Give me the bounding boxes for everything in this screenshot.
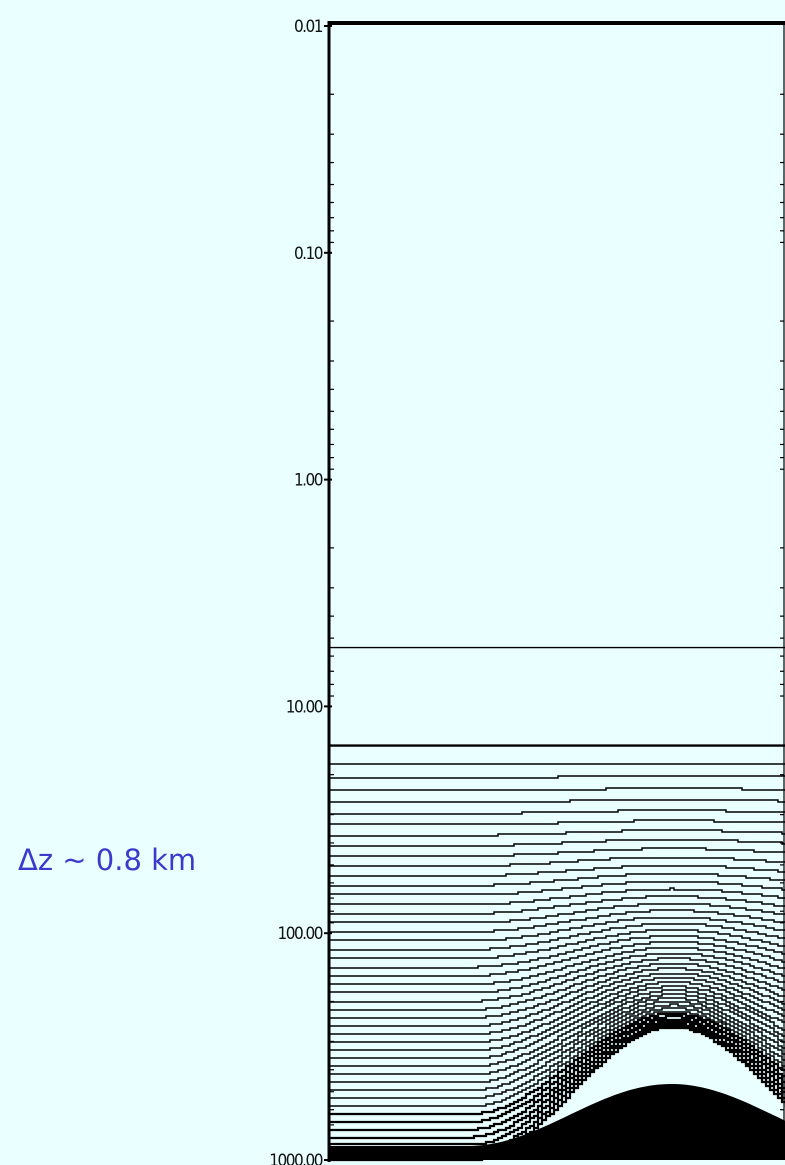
terrain-level-line-29	[330, 977, 785, 1035]
terrain-level-line-4	[330, 799, 785, 803]
terrain-level-line-25	[330, 957, 785, 1003]
terrain-level-line-21	[330, 935, 785, 969]
terrain-level-line-31	[330, 985, 785, 1051]
terrain-level-line-36	[330, 1003, 785, 1091]
terrain-level-line-22	[330, 941, 785, 977]
level-spacing-annotation: Δz ~ 0.8 km	[18, 843, 197, 877]
terrain-level-line-27	[330, 967, 785, 1019]
y-axis	[327, 21, 785, 1162]
terrain-level-line-33	[330, 993, 785, 1067]
surface-level-fill	[330, 1084, 785, 1160]
terrain-level-line-2	[330, 775, 785, 779]
plot-area	[330, 26, 785, 1160]
terrain-level-line-37	[330, 1007, 785, 1099]
terrain-level-line-17	[330, 909, 785, 933]
terrain-level-line-14	[330, 887, 785, 905]
terrain-level-line-38	[330, 1011, 785, 1107]
terrain-level-line-34	[330, 997, 785, 1075]
y-tick-label: 10.00	[286, 697, 323, 717]
terrain-level-line-7	[330, 829, 785, 837]
terrain-level-line-5	[330, 809, 785, 815]
terrain-level-line-13	[330, 881, 785, 895]
terrain-level-line-28	[330, 973, 785, 1027]
y-axis-ticks: 0.01 0.10 1.00 10.00 100.00 1000.00	[269, 17, 784, 1165]
terrain-level-line-6	[330, 819, 785, 825]
terrain-level-line-20	[330, 929, 785, 959]
y-tick-label: 0.10	[294, 244, 323, 264]
terrain-level-line-23	[330, 947, 785, 985]
terrain-level-line-8	[330, 839, 785, 847]
terrain-level-line-9	[330, 847, 785, 857]
terrain-level-line-26	[330, 963, 785, 1011]
terrain-level-line-10	[330, 857, 785, 867]
terrain-level-line-12	[330, 873, 785, 887]
y-tick-label: 1.00	[294, 471, 323, 491]
terrain-level-line-16	[330, 903, 785, 923]
y-tick-label: 0.01	[294, 17, 323, 37]
terrain-level-line-35	[330, 1001, 785, 1083]
terrain-level-line-15	[330, 895, 785, 915]
terrain-level-line-24	[330, 953, 785, 993]
terrain-level-line-30	[330, 981, 785, 1043]
terrain-level-line-11	[330, 865, 785, 877]
terrain-level-line-39	[330, 1012, 785, 1116]
terrain-level-line-3	[330, 787, 785, 791]
model-levels	[330, 646, 785, 1162]
y-tick-label: 100.00	[278, 924, 323, 944]
y-tick-label: 1000.00	[269, 1151, 322, 1165]
terrain-level-line-19	[330, 923, 785, 951]
terrain-level-line-32	[330, 989, 785, 1059]
terrain-level-line-18	[330, 917, 785, 941]
